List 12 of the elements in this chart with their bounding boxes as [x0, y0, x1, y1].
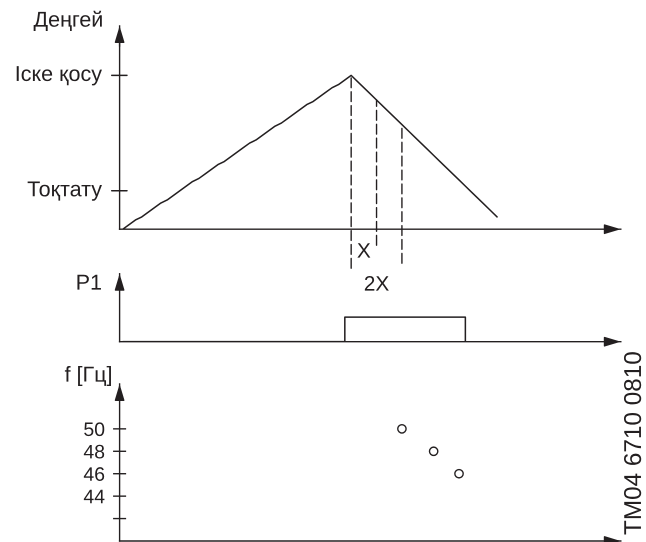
y-tick-label: 46 — [84, 467, 104, 481]
y-axis-title: P1 — [77, 274, 101, 290]
text: 2X — [364, 276, 389, 291]
ref-line-label: Тоқтату — [28, 182, 102, 201]
y-tick-label: 50 — [84, 422, 104, 436]
y-axis-title: Деңгей — [34, 10, 102, 31]
y-tick-label: 48 — [84, 444, 104, 459]
y-axis-title: f [Гц] — [64, 366, 111, 386]
ref-line-label: Іске қосу — [16, 66, 102, 86]
y-tick-label: 44 — [84, 490, 104, 504]
text: TM04 6710 0810 — [624, 352, 642, 534]
text: X — [357, 243, 370, 258]
